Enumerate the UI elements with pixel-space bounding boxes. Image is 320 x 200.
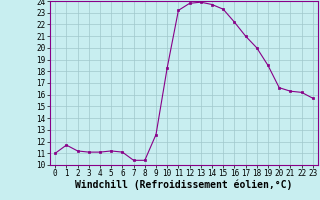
X-axis label: Windchill (Refroidissement éolien,°C): Windchill (Refroidissement éolien,°C) xyxy=(75,180,293,190)
